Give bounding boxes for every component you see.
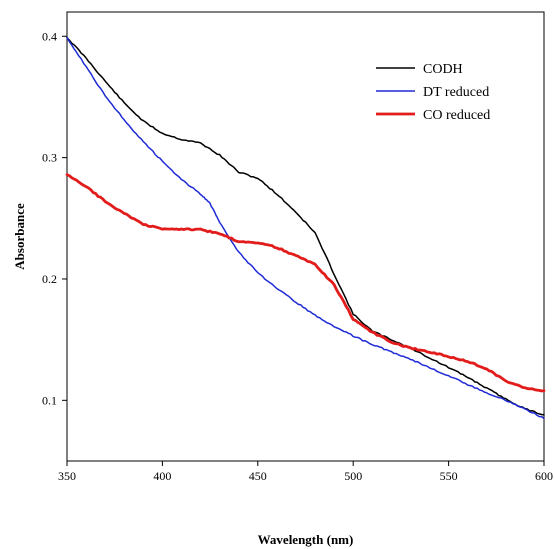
series-line-dt-reduced (66, 36, 545, 420)
plot-frame (66, 11, 545, 462)
series-line-codh (66, 36, 545, 416)
x-tick-label: 600 (535, 469, 553, 483)
y-tick-label: 0.1 (42, 393, 57, 407)
legend: CODH DT reduced CO reduced (376, 62, 490, 123)
x-tick-label: 500 (344, 469, 362, 483)
legend-label: CODH (423, 62, 463, 77)
y-tick-label: 0.2 (42, 272, 57, 286)
x-axis-ticks: 350 400 450 500 550 600 (58, 461, 553, 483)
series-layer (65, 36, 546, 420)
y-axis-ticks: 0.1 0.2 0.3 0.4 (42, 29, 67, 407)
series-line-co-reduced (65, 173, 546, 393)
y-axis-label: Absorbance (12, 203, 27, 270)
legend-label: CO reduced (423, 108, 490, 123)
y-tick-label: 0.4 (42, 29, 57, 43)
x-tick-label: 450 (249, 469, 267, 483)
y-tick-label: 0.3 (42, 151, 57, 165)
x-tick-label: 400 (153, 469, 171, 483)
legend-label: DT reduced (423, 85, 489, 100)
x-tick-label: 550 (440, 469, 458, 483)
x-axis-label: Wavelength (nm) (258, 532, 354, 547)
x-tick-label: 350 (58, 469, 76, 483)
